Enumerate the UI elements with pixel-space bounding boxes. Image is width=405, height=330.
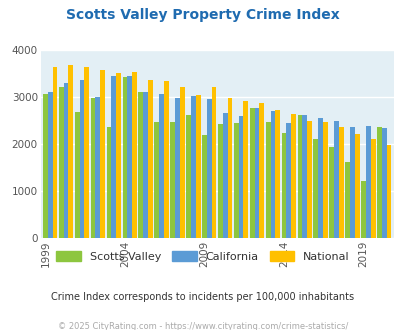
Bar	[143, 92, 148, 238]
Bar	[254, 108, 259, 238]
Bar	[286, 123, 290, 238]
Bar	[243, 101, 247, 238]
Bar	[381, 128, 386, 238]
Bar	[313, 139, 318, 238]
Bar	[90, 98, 95, 238]
Bar	[190, 96, 195, 238]
Text: Scotts Valley Property Crime Index: Scotts Valley Property Crime Index	[66, 8, 339, 22]
Bar	[302, 115, 306, 238]
Bar	[159, 94, 164, 238]
Bar	[68, 65, 73, 238]
Bar	[43, 94, 48, 238]
Bar	[179, 87, 184, 238]
Bar	[333, 121, 338, 238]
Bar	[233, 123, 238, 238]
Bar	[79, 80, 84, 238]
Bar	[360, 181, 365, 238]
Bar	[75, 112, 79, 238]
Bar	[354, 134, 359, 238]
Bar	[59, 87, 64, 238]
Bar	[100, 70, 105, 238]
Bar	[52, 67, 57, 238]
Bar	[170, 122, 175, 238]
Bar	[154, 122, 159, 238]
Bar	[148, 80, 152, 238]
Bar	[318, 118, 322, 238]
Bar	[202, 135, 207, 238]
Bar	[84, 67, 89, 238]
Bar	[265, 122, 270, 238]
Legend: Scotts Valley, California, National: Scotts Valley, California, National	[52, 247, 353, 267]
Bar	[211, 87, 216, 238]
Bar	[186, 115, 190, 238]
Bar	[107, 127, 111, 238]
Bar	[344, 162, 349, 238]
Bar	[281, 133, 286, 238]
Bar	[270, 111, 275, 238]
Bar	[376, 127, 381, 238]
Text: Crime Index corresponds to incidents per 100,000 inhabitants: Crime Index corresponds to incidents per…	[51, 292, 354, 302]
Bar	[195, 95, 200, 238]
Bar	[222, 114, 227, 238]
Bar	[338, 127, 343, 238]
Bar	[259, 103, 264, 238]
Bar	[249, 108, 254, 238]
Bar	[207, 99, 211, 238]
Bar	[370, 139, 375, 238]
Bar	[95, 97, 100, 238]
Bar	[127, 76, 132, 238]
Bar	[238, 116, 243, 238]
Bar	[116, 74, 121, 238]
Bar	[290, 115, 295, 238]
Bar	[48, 92, 52, 238]
Bar	[227, 98, 232, 238]
Bar	[64, 83, 68, 238]
Bar	[306, 120, 311, 238]
Bar	[122, 77, 127, 238]
Bar	[275, 110, 279, 238]
Bar	[175, 98, 179, 238]
Bar	[349, 127, 354, 238]
Text: © 2025 CityRating.com - https://www.cityrating.com/crime-statistics/: © 2025 CityRating.com - https://www.city…	[58, 322, 347, 330]
Bar	[164, 81, 168, 238]
Bar	[111, 76, 116, 238]
Bar	[297, 115, 302, 238]
Bar	[386, 146, 390, 238]
Bar	[322, 122, 327, 238]
Bar	[217, 124, 222, 238]
Bar	[365, 126, 370, 238]
Bar	[132, 72, 136, 238]
Bar	[138, 92, 143, 238]
Bar	[328, 147, 333, 238]
